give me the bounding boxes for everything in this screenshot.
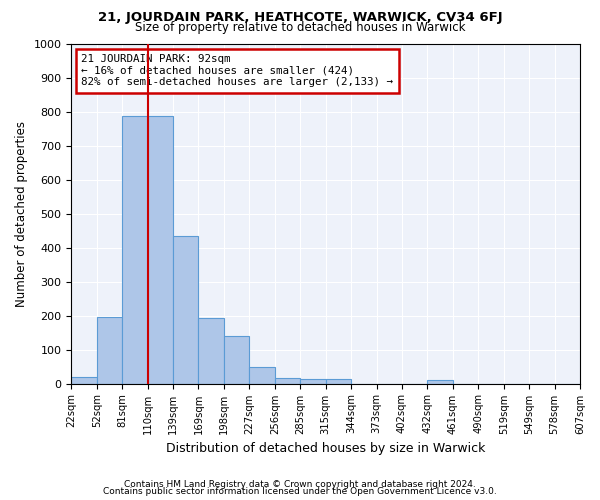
- Bar: [97, 318, 122, 384]
- Bar: [300, 380, 326, 384]
- Text: Contains HM Land Registry data © Crown copyright and database right 2024.: Contains HM Land Registry data © Crown c…: [124, 480, 476, 489]
- Bar: [148, 116, 173, 384]
- Bar: [71, 377, 97, 384]
- X-axis label: Distribution of detached houses by size in Warwick: Distribution of detached houses by size …: [166, 442, 485, 455]
- Text: Size of property relative to detached houses in Warwick: Size of property relative to detached ho…: [135, 22, 465, 35]
- Text: Contains public sector information licensed under the Open Government Licence v3: Contains public sector information licen…: [103, 487, 497, 496]
- Bar: [326, 380, 351, 384]
- Bar: [173, 236, 199, 384]
- Bar: [250, 368, 275, 384]
- Bar: [427, 380, 453, 384]
- Bar: [275, 378, 300, 384]
- Bar: [122, 116, 148, 384]
- Text: 21, JOURDAIN PARK, HEATHCOTE, WARWICK, CV34 6FJ: 21, JOURDAIN PARK, HEATHCOTE, WARWICK, C…: [98, 11, 502, 24]
- Bar: [224, 336, 250, 384]
- Text: 21 JOURDAIN PARK: 92sqm
← 16% of detached houses are smaller (424)
82% of semi-d: 21 JOURDAIN PARK: 92sqm ← 16% of detache…: [82, 54, 394, 88]
- Y-axis label: Number of detached properties: Number of detached properties: [15, 121, 28, 307]
- Bar: [199, 318, 224, 384]
